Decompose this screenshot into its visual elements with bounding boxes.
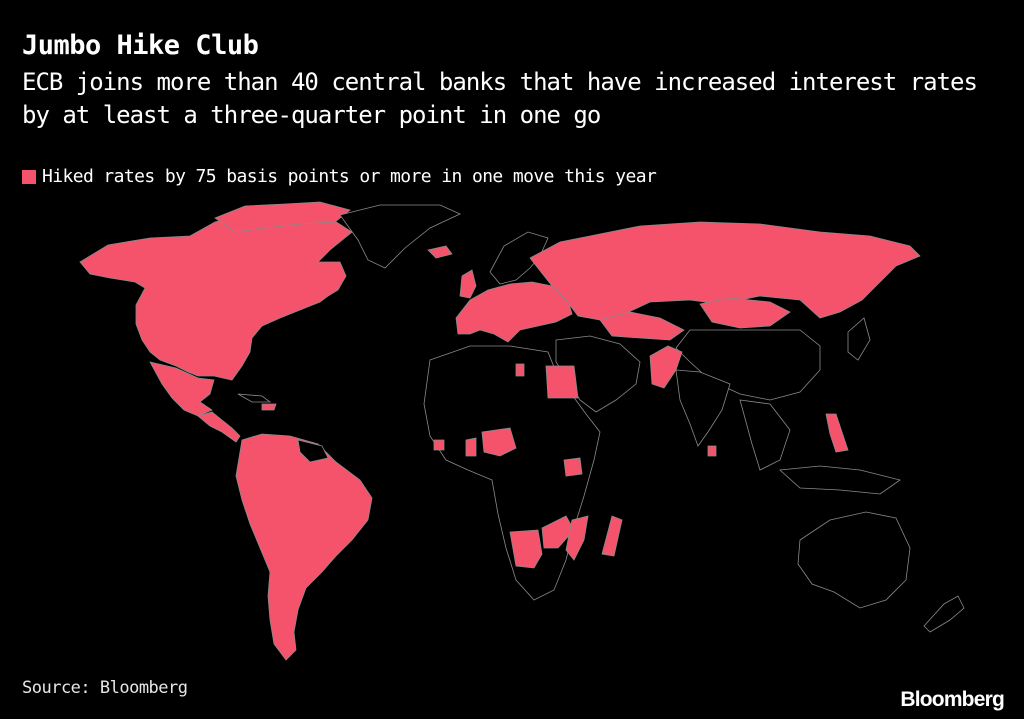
legend-label: Hiked rates by 75 basis points or more i… bbox=[42, 166, 657, 187]
region-australia bbox=[797, 511, 911, 609]
region-egypt bbox=[545, 365, 579, 399]
region-central-asia bbox=[599, 311, 685, 341]
region-guianas bbox=[297, 439, 329, 463]
region-japan bbox=[847, 317, 871, 361]
region-india bbox=[675, 369, 731, 447]
region-central-america bbox=[197, 411, 241, 443]
region-caribbean-island bbox=[261, 403, 277, 411]
region-indonesia bbox=[779, 465, 901, 495]
region-mexico bbox=[149, 361, 215, 417]
region-caribbean bbox=[237, 393, 272, 403]
region-uganda bbox=[563, 457, 583, 477]
region-china bbox=[675, 329, 821, 401]
chart-subtitle: ECB joins more than 40 central banks tha… bbox=[22, 68, 978, 129]
region-iceland bbox=[427, 245, 453, 259]
source-note: Source: Bloomberg bbox=[22, 678, 188, 698]
region-north-america bbox=[79, 209, 353, 381]
bloomberg-logo: Bloomberg bbox=[900, 688, 1004, 711]
world-map bbox=[79, 201, 965, 661]
region-north-africa bbox=[515, 363, 525, 377]
region-new-zealand bbox=[923, 595, 965, 633]
region-uk bbox=[459, 269, 477, 299]
region-west-africa bbox=[433, 439, 445, 451]
region-mozambique bbox=[565, 515, 589, 561]
region-southeast-asia bbox=[739, 399, 791, 471]
chart-title: Jumbo Hike Club bbox=[22, 30, 259, 61]
region-philippines bbox=[825, 413, 849, 453]
region-nigeria bbox=[481, 427, 517, 457]
region-greenland bbox=[339, 204, 461, 269]
region-ghana bbox=[465, 437, 477, 457]
region-sri-lanka bbox=[707, 445, 717, 457]
region-madagascar bbox=[601, 515, 623, 557]
region-europe bbox=[455, 281, 573, 343]
legend-swatch bbox=[22, 169, 36, 184]
region-south-america bbox=[235, 433, 373, 661]
region-angola bbox=[509, 529, 543, 569]
legend: Hiked rates by 75 basis points or more i… bbox=[22, 166, 657, 187]
region-zambia bbox=[541, 515, 575, 549]
region-mongolia bbox=[699, 297, 791, 329]
